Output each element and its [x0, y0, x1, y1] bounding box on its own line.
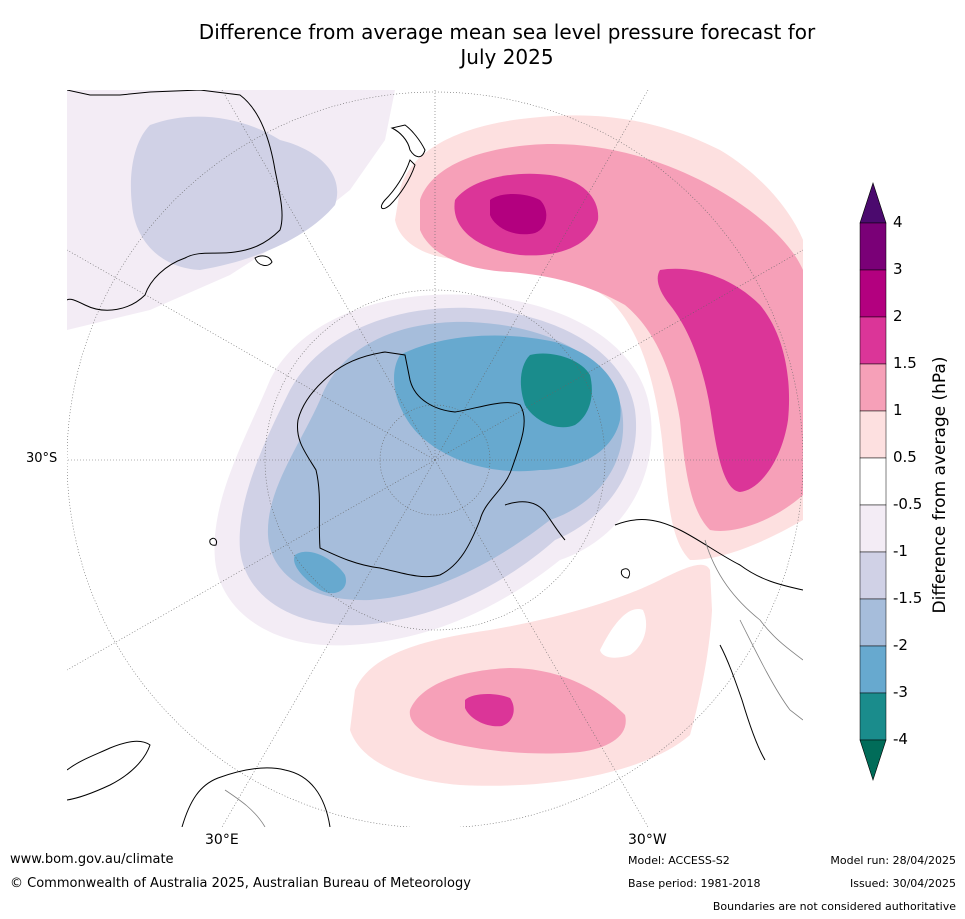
colorbar-tick-label: -1.5	[893, 589, 923, 607]
footer-base-period: Base period: 1981-2018	[628, 877, 761, 890]
australia-coast	[67, 90, 283, 311]
colorbar-tick-label: 1.5	[893, 354, 917, 372]
island-coast	[209, 537, 217, 546]
new-zealand-south-coast	[380, 159, 416, 210]
borders	[224, 539, 803, 827]
colorbar-segment	[859, 363, 887, 412]
colorbar-title: Difference from average (hPa)	[930, 356, 950, 614]
footer-disclaimer: Boundaries are not considered authoritat…	[712, 900, 956, 913]
footer-model: Model: ACCESS-S2	[628, 854, 730, 867]
africa-coast	[181, 767, 331, 827]
graticule	[67, 90, 803, 827]
anomaly-region-atlantic-high	[465, 694, 514, 727]
antarctic-peninsula-coast	[504, 501, 566, 541]
title-line-2: July 2025	[460, 45, 554, 69]
anomaly-region-pacific-high-east	[657, 268, 790, 492]
colorbar-segment	[859, 222, 887, 271]
latitude-circle-60s	[264, 289, 606, 631]
anomaly-region-atlantic-hole	[600, 609, 647, 658]
south-america-border-1	[704, 539, 803, 661]
latitude-label-30s: 30°S	[26, 451, 58, 466]
colorbar-segment	[859, 645, 887, 694]
colorbar-segment	[859, 410, 887, 459]
colorbar-tick-label: -3	[893, 683, 908, 701]
anomaly-region-min	[520, 353, 592, 428]
anomaly-region-atlantic	[409, 668, 626, 754]
south-america-border-2	[739, 619, 803, 721]
map-title: Difference from average mean sea level p…	[0, 20, 965, 70]
colorbar-tick-label: 1	[893, 401, 903, 419]
colorbar-segment	[859, 269, 887, 318]
colorbar-segment	[859, 551, 887, 600]
colorbar	[859, 182, 887, 781]
footer-model-run: Model run: 28/04/2025	[830, 854, 956, 867]
south-america-coast-east	[719, 644, 766, 761]
colorbar-tick-label: -2	[893, 636, 908, 654]
colorbar-segment	[859, 457, 887, 506]
colorbar-tick-label: 0.5	[893, 448, 917, 466]
meridian-210	[221, 90, 436, 461]
anomaly-region-antarctic-small	[294, 551, 346, 594]
antarctica-coast	[296, 351, 525, 578]
madagascar-coast	[67, 740, 151, 801]
africa-border	[224, 789, 266, 827]
colorbar-tick-label: 2	[893, 307, 903, 325]
title-line-1: Difference from average mean sea level p…	[198, 20, 816, 44]
colorbar-segment	[859, 504, 887, 553]
longitude-label-30e: 30°E	[205, 832, 239, 848]
tasmania-coast	[254, 255, 273, 266]
coastlines	[67, 90, 803, 827]
meridian-240	[434, 90, 649, 461]
colorbar-extend-top	[859, 182, 887, 224]
colorbar-segment	[859, 598, 887, 647]
colorbar-segment	[859, 692, 887, 741]
colorbar-tick-label: 4	[893, 213, 903, 231]
falkland-island-coast	[620, 568, 631, 579]
colorbar-segment	[859, 316, 887, 365]
south-america-coast	[614, 519, 803, 591]
footer-issued: Issued: 30/04/2025	[849, 877, 956, 890]
new-zealand-north-coast	[390, 124, 426, 158]
colorbar-tick-label: 3	[893, 260, 903, 278]
colorbar-tick-label: -4	[893, 730, 908, 748]
colorbar-extend-bottom	[859, 739, 887, 781]
anomaly-region-pacific-max	[490, 194, 547, 235]
footer-copyright: © Commonwealth of Australia 2025, Austra…	[10, 876, 471, 891]
anomaly-region-australia	[130, 116, 338, 270]
colorbar-tick-label: -1	[893, 542, 908, 560]
longitude-label-30w: 30°W	[628, 832, 667, 848]
footer-url[interactable]: www.bom.gov.au/climate	[10, 852, 174, 867]
colorbar-tick-label: -0.5	[893, 495, 923, 513]
